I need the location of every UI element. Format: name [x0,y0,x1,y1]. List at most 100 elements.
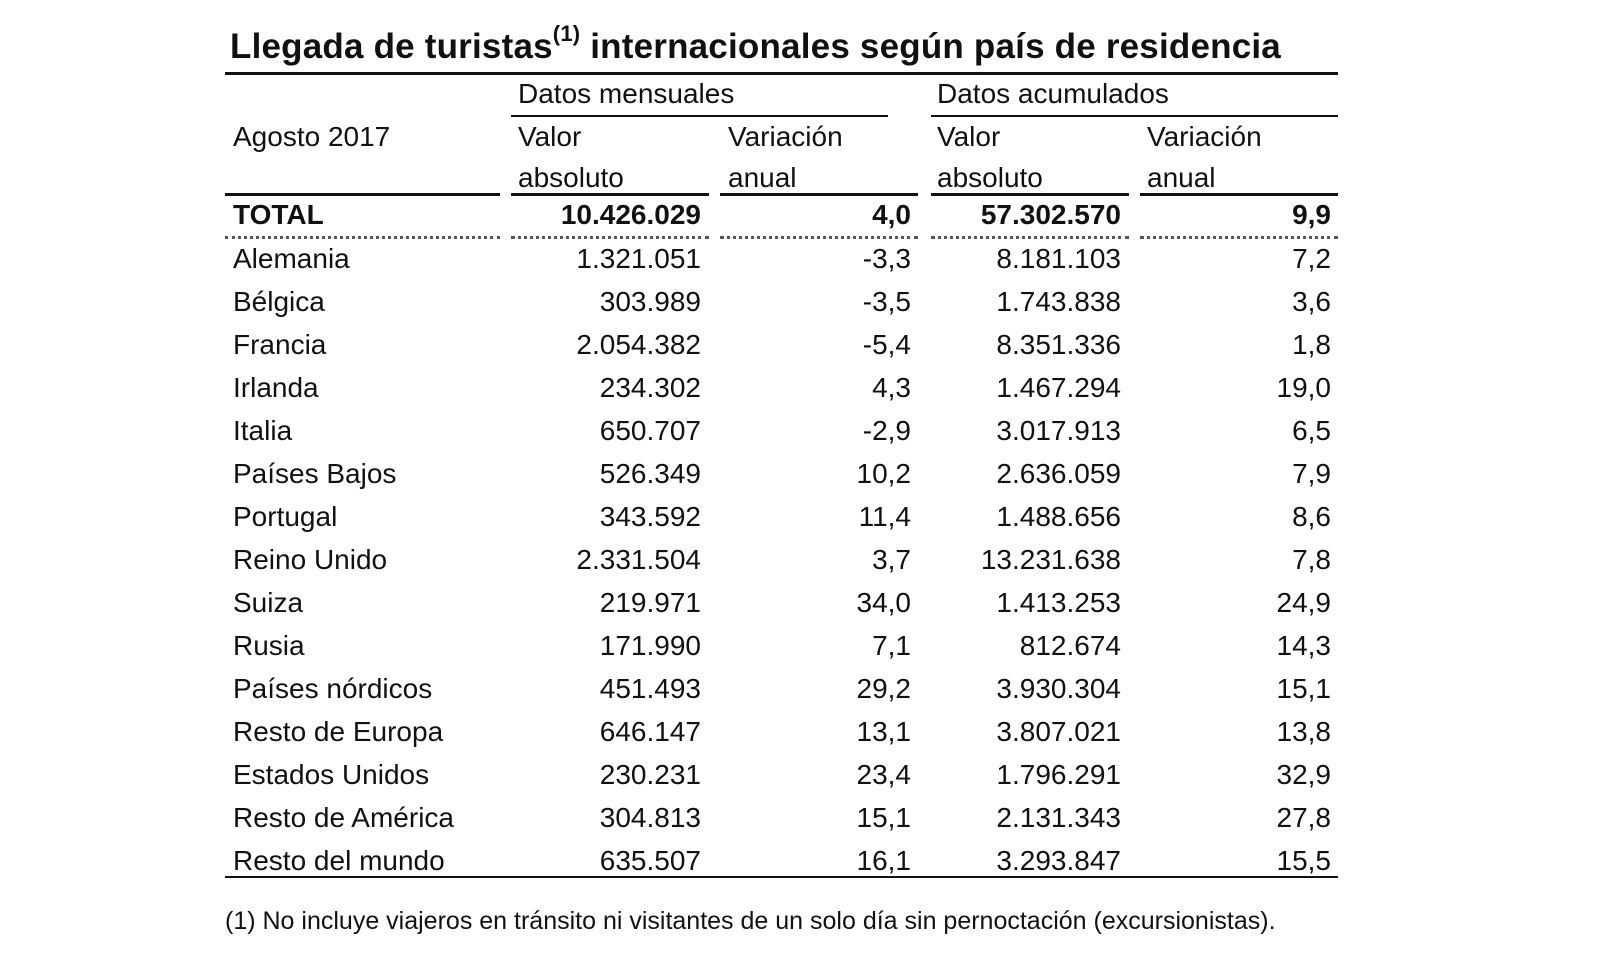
row-monthly-value: 2.331.504 [576,544,701,575]
row-monthly-var: 10,2 [856,458,912,489]
row-monthly-value: 635.507 [599,845,701,876]
row-monthly-var: 16,1 [856,845,912,876]
row-monthly-var: -5,4 [862,329,911,360]
row-cumulative-var: 7,8 [1292,544,1331,575]
header-rule-monthly-value [511,193,709,196]
row-cumulative-value: 812.674 [1019,630,1121,661]
row-cumulative-var: 6,5 [1292,415,1331,446]
row-monthly-var: 7,1 [872,630,911,661]
title-text-rest: internacionales según país de residencia [580,27,1281,66]
row-cumulative-value: 1.796.291 [996,759,1121,790]
col-header-cumulative-value-line1: Valor [937,121,1001,152]
row-monthly-var: 11,4 [858,501,911,532]
col-header-monthly-value-line1: Valor [518,121,582,152]
row-cumulative-value: 1.743.838 [996,286,1121,317]
row-cumulative-value: 2.131.343 [996,802,1121,833]
row-cumulative-value: 3.807.021 [996,716,1121,747]
row-label: Alemania [233,243,350,274]
col-header-cumulative-var-line2: anual [1147,162,1216,193]
total-dotted-rule-monthly-value [511,236,709,239]
row-monthly-value: 303.989 [599,286,701,317]
row-cumulative-var: 7,2 [1292,243,1331,274]
header-rule-cumulative-value [931,193,1129,196]
period-label: Agosto 2017 [233,121,391,152]
row-cumulative-value: 13.231.638 [980,544,1121,575]
col-header-monthly-var-line2: anual [728,162,797,193]
row-label: Irlanda [233,372,319,403]
row-label: Reino Unido [233,544,388,575]
col-header-cumulative-value-line2: absoluto [937,162,1043,193]
row-cumulative-value: 1.467.294 [996,372,1121,403]
total-dotted-rule-label [225,236,500,239]
row-monthly-var: 34,0 [856,587,912,618]
row-monthly-value: 234.302 [599,372,701,403]
table-title: Llegada de turistas(1) internacionales s… [230,22,1281,72]
row-monthly-var: -3,5 [862,286,911,317]
row-cumulative-value: 8.181.103 [996,243,1121,274]
row-cumulative-var: 8,6 [1292,501,1331,532]
row-label: Estados Unidos [233,759,430,790]
row-cumulative-value: 8.351.336 [996,329,1121,360]
footnote: (1) No incluye viajeros en tránsito ni v… [225,907,1276,935]
row-monthly-value: 2.054.382 [576,329,701,360]
row-monthly-value: 343.592 [599,501,701,532]
row-monthly-var: 29,2 [856,673,912,704]
group-rule-cumulative [931,115,1338,117]
total-dotted-rule-monthly-var [720,236,918,239]
row-label: Resto del mundo [233,845,445,876]
group-header-cumulative: Datos acumulados [937,78,1169,109]
group-header-monthly: Datos mensuales [518,78,735,109]
row-label: Francia [233,329,327,360]
col-header-monthly-var-line1: Variación [728,121,843,152]
row-label: Países Bajos [233,458,397,489]
row-cumulative-value: 3.293.847 [996,845,1121,876]
header-rule-label [225,193,500,196]
header-rule-cumulative-var [1140,193,1338,196]
row-cumulative-var: 32,9 [1276,759,1332,790]
row-monthly-var: 13,1 [856,716,912,747]
title-text: Llegada de turistas [230,27,553,66]
total-dotted-rule-cumulative-value [931,236,1129,239]
group-rule-monthly [511,115,888,117]
header-rule-monthly-var [720,193,918,196]
row-monthly-var: 3,7 [872,544,911,575]
row-monthly-value: 1.321.051 [576,243,701,274]
total-cumulative-value: 57.302.570 [980,199,1121,230]
table-bottom-rule [225,876,1338,878]
row-cumulative-var: 15,5 [1276,845,1332,876]
row-cumulative-var: 3,6 [1292,286,1331,317]
row-label: Resto de Europa [233,716,444,747]
total-dotted-rule-cumulative-var [1140,236,1338,239]
row-cumulative-var: 14,3 [1276,630,1332,661]
row-cumulative-value: 1.488.656 [996,501,1121,532]
row-monthly-value: 304.813 [599,802,701,833]
row-cumulative-var: 19,0 [1276,372,1332,403]
row-label: Países nórdicos [233,673,433,704]
row-monthly-value: 171.990 [599,630,701,661]
row-label: Bélgica [233,286,325,317]
row-cumulative-value: 3.930.304 [996,673,1121,704]
row-label: Rusia [233,630,305,661]
row-monthly-var: 23,4 [856,759,912,790]
row-monthly-value: 646.147 [599,716,701,747]
row-cumulative-value: 1.413.253 [996,587,1121,618]
col-header-cumulative-var-line1: Variación [1147,121,1262,152]
row-monthly-value: 451.493 [599,673,701,704]
row-monthly-value: 650.707 [599,415,701,446]
row-label: Italia [233,415,293,446]
row-cumulative-value: 3.017.913 [996,415,1121,446]
row-cumulative-var: 1,8 [1292,329,1331,360]
row-label: Suiza [233,587,304,618]
row-monthly-value: 526.349 [599,458,701,489]
total-monthly-var: 4,0 [872,199,911,230]
row-cumulative-var: 27,8 [1276,802,1332,833]
row-label: Portugal [233,501,338,532]
row-cumulative-var: 7,9 [1292,458,1331,489]
row-label: Resto de América [233,802,454,833]
row-cumulative-value: 2.636.059 [996,458,1121,489]
title-rule [225,72,1338,75]
row-monthly-var: -3,3 [862,243,911,274]
row-cumulative-var: 13,8 [1276,716,1332,747]
row-monthly-value: 219.971 [599,587,701,618]
